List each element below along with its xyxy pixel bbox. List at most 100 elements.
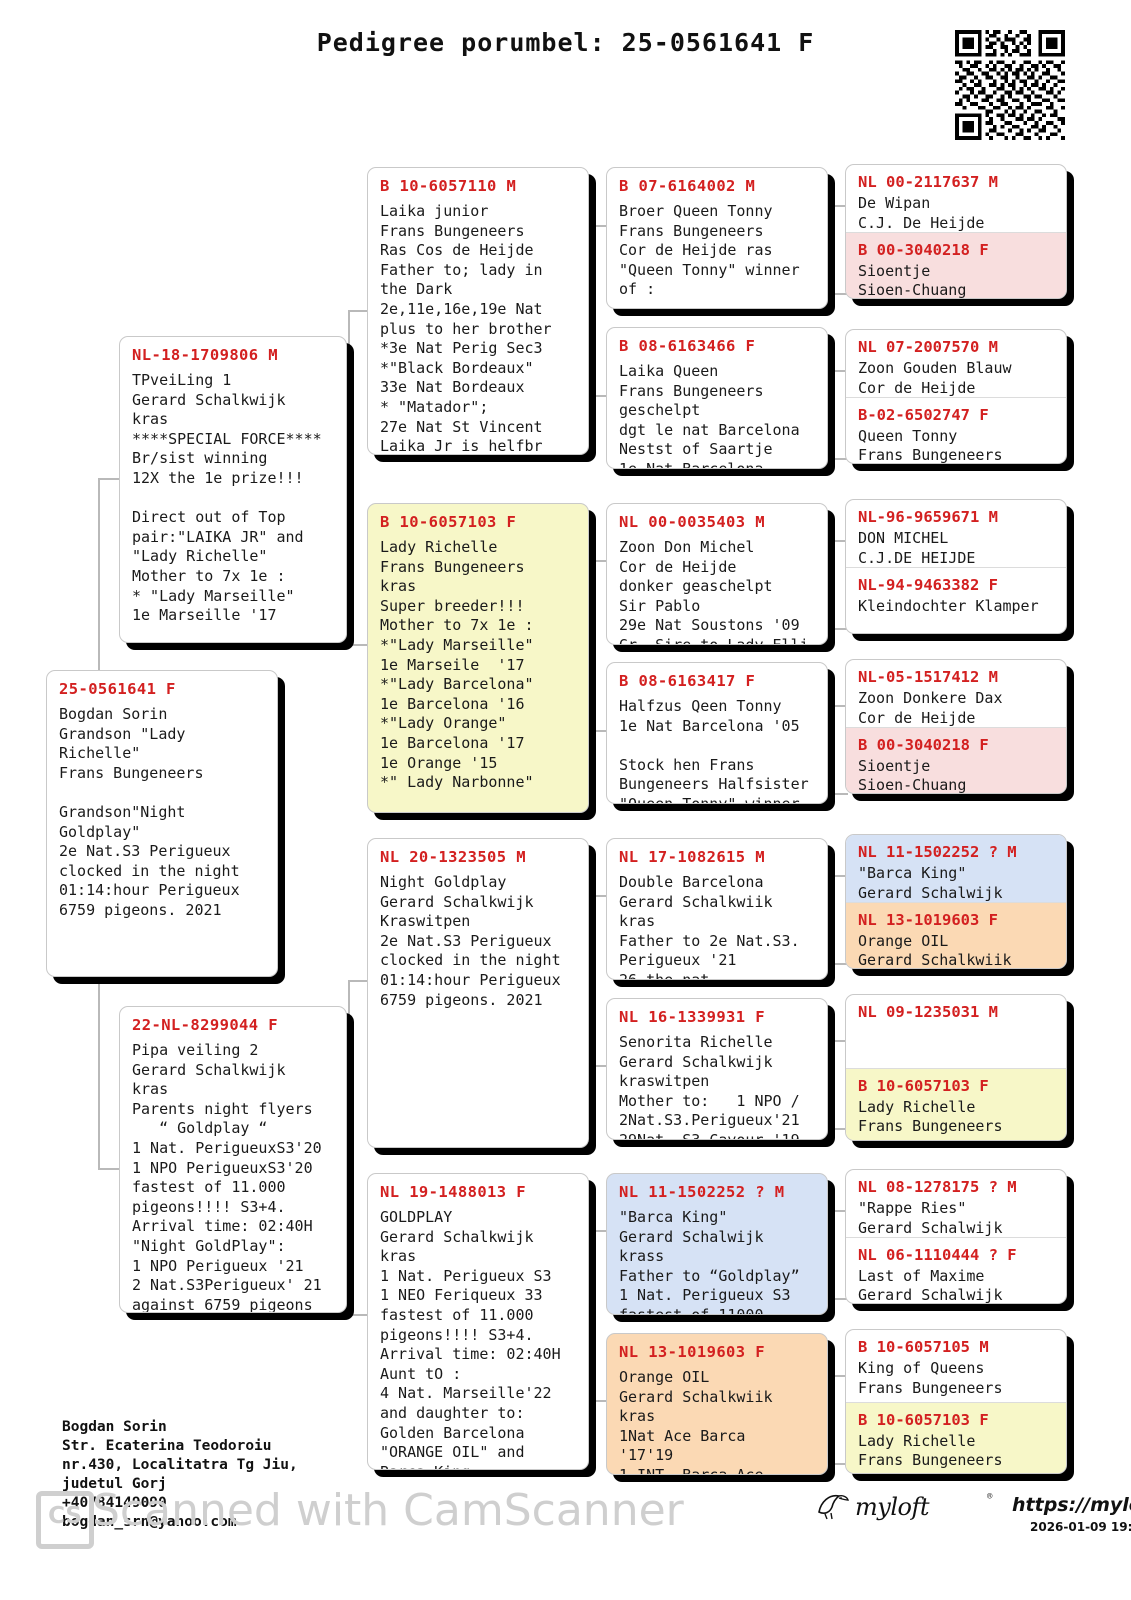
pigeon-id: B 10-6057110 M: [380, 177, 517, 195]
pigeon-card-gg-grandparent-pair[interactable]: NL-05-1517412 M Zoon Donkere Dax Cor de …: [845, 659, 1067, 794]
pigeon-card-gg-grandparent-pair[interactable]: NL-96-9659671 M DON MICHEL C.J.DE HEIJDE…: [845, 499, 1067, 634]
pigeon-subcard[interactable]: NL 00-2117637 M De Wipan C.J. De Heijde: [846, 165, 1066, 232]
pigeon-logo-icon: [815, 1490, 851, 1524]
pigeon-card-gg-grandparent-pair[interactable]: NL 07-2007570 M Zoon Gouden Blauw Cor de…: [845, 329, 1067, 464]
pigeon-details: Broer Queen Tonny Frans Bungeneers Cor d…: [619, 202, 800, 299]
pigeon-details: Sioentje Sioen-Chuang: [858, 756, 967, 794]
pigeon-details: Zoon Don Michel Cor de Heijde donker gea…: [619, 538, 809, 645]
brand-url[interactable]: https://myloft.ro: [1012, 1494, 1131, 1516]
connector: [828, 370, 830, 458]
pigeon-subcard[interactable]: NL 09-1235031 M: [846, 995, 1066, 1068]
pigeon-card-gg-grandparent-pair[interactable]: B 10-6057105 M King of Queens Frans Bung…: [845, 1329, 1067, 1474]
pigeon-details: Lady Richelle Frans Bungeneers kras Supe…: [380, 538, 534, 792]
pigeon-card-grandparent[interactable]: NL 20-1323505 M Night Goldplay Gerard Sc…: [367, 838, 589, 1148]
pigeon-subcard[interactable]: NL 06-1110444 ? F Last of Maxime Gerard …: [846, 1236, 1066, 1303]
pigeon-details: Laika junior Frans Bungeneers Ras Cos de…: [380, 202, 552, 455]
pigeon-details: Kleindochter Klamper: [858, 596, 1039, 615]
connector: [828, 963, 848, 965]
connector: [828, 1375, 848, 1377]
pigeon-details: Double Barcelona Gerard Schalkwiik kras …: [619, 873, 800, 980]
pigeon-id: NL 20-1323505 M: [380, 848, 526, 866]
connector: [828, 705, 848, 707]
connector: [828, 205, 830, 293]
connector: [348, 1314, 370, 1316]
pigeon-card-gg-grandparent-pair[interactable]: NL 08-1278175 ? M "Rappe Ries" Gerard Sc…: [845, 1169, 1067, 1304]
connector: [348, 980, 370, 982]
connector: [588, 225, 608, 227]
pigeon-card-great-grandparent[interactable]: NL 11-1502252 ? M "Barca King" Gerard Sc…: [606, 1173, 828, 1315]
brand-registered-mark: ®: [987, 1492, 993, 1502]
pigeon-subcard[interactable]: NL-94-9463382 F Kleindochter Klamper: [846, 566, 1066, 634]
pigeon-details: Halfzus Qeen Tonny 1e Nat Barcelona '05 …: [619, 697, 809, 804]
pigeon-id: B 10-6057105 M: [858, 1338, 989, 1356]
pigeon-subcard[interactable]: B 10-6057105 M King of Queens Frans Bung…: [846, 1330, 1066, 1402]
pigeon-id: NL-05-1517412 M: [858, 668, 998, 686]
pigeon-details: Laika Queen Frans Bungeneers geschelpt d…: [619, 362, 800, 469]
pigeon-subcard[interactable]: B 10-6057103 F Lady Richelle Frans Bunge…: [846, 1067, 1066, 1140]
pigeon-subcard[interactable]: NL 11-1502252 ? M "Barca King" Gerard Sc…: [846, 835, 1066, 902]
pigeon-id: 22-NL-8299044 F: [132, 1016, 278, 1034]
pigeon-subcard[interactable]: NL 13-1019603 F Orange OIL Gerard Schalk…: [846, 901, 1066, 968]
connector: [828, 1463, 848, 1465]
pigeon-id: NL 00-2117637 M: [858, 173, 998, 191]
pigeon-card-great-grandparent[interactable]: NL 13-1019603 F Orange OIL Gerard Schalk…: [606, 1333, 828, 1475]
pigeon-details: GOLDPLAY Gerard Schalkwijk kras 1 Nat. P…: [380, 1208, 561, 1469]
pigeon-subcard[interactable]: B 10-6057103 F Lady Richelle Frans Bunge…: [846, 1401, 1066, 1473]
pigeon-id: NL 09-1235031 M: [858, 1003, 998, 1021]
pigeon-card-great-grandparent[interactable]: B 07-6164002 M Broer Queen Tonny Frans B…: [606, 167, 828, 309]
pigeon-card-grandparent[interactable]: B 10-6057103 F Lady Richelle Frans Bunge…: [367, 503, 589, 813]
pigeon-id: B 10-6057103 F: [858, 1410, 989, 1429]
pigeon-subcard[interactable]: NL 08-1278175 ? M "Rappe Ries" Gerard Sc…: [846, 1170, 1066, 1237]
pigeon-card-subject[interactable]: 25-0561641 F Bogdan Sorin Grandson "Lady…: [46, 670, 278, 977]
pigeon-subcard[interactable]: NL-05-1517412 M Zoon Donkere Dax Cor de …: [846, 660, 1066, 727]
pigeon-details: Queen Tonny Frans Bungeneers: [858, 426, 1003, 464]
pigeon-card-grandparent[interactable]: NL 19-1488013 F GOLDPLAY Gerard Schalkwi…: [367, 1173, 589, 1470]
connector: [348, 980, 350, 1314]
pigeon-id: NL 11-1502252 ? M: [858, 843, 1017, 861]
pigeon-card-great-grandparent[interactable]: NL 00-0035403 M Zoon Don Michel Cor de H…: [606, 503, 828, 645]
pigeon-details: Bogdan Sorin Grandson "Lady Richelle" Fr…: [59, 705, 240, 919]
pigeon-details: Zoon Gouden Blauw Cor de Heijde: [858, 359, 1012, 397]
pigeon-subcard[interactable]: B 00-3040218 F Sioentje Sioen-Chuang: [846, 231, 1066, 298]
pigeon-details: "Rappe Ries" Gerard Schalwijk: [858, 1199, 1003, 1237]
pigeon-card-gg-grandparent-pair[interactable]: NL 11-1502252 ? M "Barca King" Gerard Sc…: [845, 834, 1067, 969]
pigeon-id: NL 07-2007570 M: [858, 338, 998, 356]
connector: [828, 1298, 848, 1300]
connector: [828, 628, 848, 630]
pigeon-details: Senorita Richelle Gerard Schalkwijk kras…: [619, 1033, 800, 1140]
qr-code-icon: [955, 30, 1065, 140]
pigeon-details: "Barca King" Gerard Schalwijk: [858, 864, 1003, 902]
pigeon-card-great-grandparent[interactable]: NL 16-1339931 F Senorita Richelle Gerard…: [606, 998, 828, 1140]
pigeon-id: NL 13-1019603 F: [858, 910, 998, 929]
connector: [828, 705, 830, 793]
pigeon-details: TPveiLing 1 Gerard Schalkwijk kras ****S…: [132, 371, 322, 625]
pigeon-card-gg-grandparent-pair[interactable]: NL 00-2117637 M De Wipan C.J. De Heijde …: [845, 164, 1067, 299]
pigeon-details: Orange OIL Gerard Schalkwiik kras 1Nat A…: [619, 1368, 773, 1475]
pigeon-subcard[interactable]: NL 07-2007570 M Zoon Gouden Blauw Cor de…: [846, 330, 1066, 397]
myloft-branding: myloft ® https://myloft.ro 2026-01-09 19…: [815, 1488, 1131, 1538]
pigeon-subcard[interactable]: NL-96-9659671 M DON MICHEL C.J.DE HEIJDE: [846, 500, 1066, 567]
pigeon-subcard[interactable]: B 00-3040218 F Sioentje Sioen-Chuang: [846, 726, 1066, 794]
connector: [828, 793, 848, 795]
connector: [588, 560, 608, 562]
pigeon-id: 25-0561641 F: [59, 680, 176, 698]
pigeon-card-sire[interactable]: NL-18-1709806 M TPveiLing 1 Gerard Schal…: [119, 336, 347, 643]
pigeon-subcard[interactable]: B-02-6502747 F Queen Tonny Frans Bungene…: [846, 396, 1066, 464]
pigeon-id: NL-94-9463382 F: [858, 575, 998, 594]
connector: [828, 370, 848, 372]
pigeon-id: NL 08-1278175 ? M: [858, 1178, 1017, 1196]
pigeon-id: B 10-6057103 F: [380, 513, 517, 531]
pigeon-card-great-grandparent[interactable]: B 08-6163417 F Halfzus Qeen Tonny 1e Nat…: [606, 662, 828, 804]
pigeon-id: B 07-6164002 M: [619, 177, 756, 195]
pigeon-card-great-grandparent[interactable]: NL 17-1082615 M Double Barcelona Gerard …: [606, 838, 828, 980]
pigeon-card-grandparent[interactable]: B 10-6057110 M Laika junior Frans Bungen…: [367, 167, 589, 455]
pigeon-details: "Barca King" Gerard Schalwijk krass Fath…: [619, 1208, 800, 1315]
connector: [588, 730, 608, 732]
pigeon-id: NL 13-1019603 F: [619, 1343, 765, 1361]
pigeon-details: King of Queens Frans Bungeneers: [858, 1359, 1003, 1397]
pigeon-card-gg-grandparent-pair[interactable]: NL 09-1235031 M B 10-6057103 F Lady Rich…: [845, 994, 1067, 1141]
connector: [348, 310, 370, 312]
owner-address: Bogdan Sorin Str. Ecaterina Teodoroiu nr…: [62, 1419, 298, 1530]
pigeon-card-great-grandparent[interactable]: B 08-6163466 F Laika Queen Frans Bungene…: [606, 327, 828, 469]
pigeon-card-dam[interactable]: 22-NL-8299044 F Pipa veiling 2 Gerard Sc…: [119, 1006, 347, 1313]
